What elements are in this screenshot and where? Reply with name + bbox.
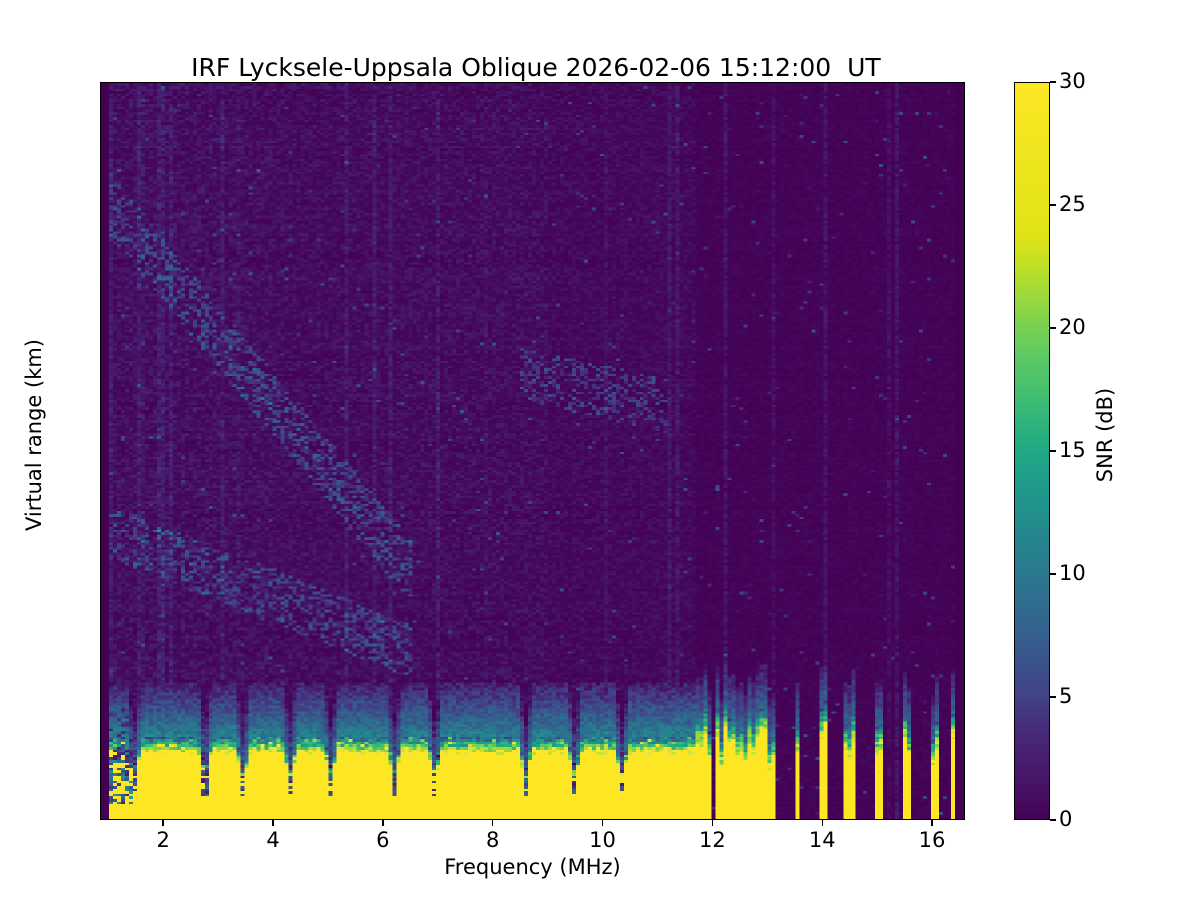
colorbar-tick-label: 5 xyxy=(1059,684,1072,708)
colorbar-tick-label: 20 xyxy=(1059,315,1086,339)
x-tick-mark xyxy=(822,820,823,826)
colorbar-tick-label: 30 xyxy=(1059,69,1086,93)
colorbar-tick-mark xyxy=(1050,819,1056,820)
colorbar-tick-mark xyxy=(1050,81,1056,82)
ionogram-figure: IRF Lycksele-Uppsala Oblique 2026-02-06 … xyxy=(0,0,1200,900)
colorbar-tick-mark xyxy=(1050,204,1056,205)
x-tick-label: 6 xyxy=(361,828,405,852)
x-tick-label: 4 xyxy=(251,828,295,852)
chart-title-line1: IRF Lycksele-Uppsala Oblique 2026-02-06 … xyxy=(191,53,881,82)
x-tick-label: 8 xyxy=(471,828,515,852)
x-tick-mark xyxy=(712,820,713,826)
x-tick-label: 16 xyxy=(910,828,954,852)
colorbar-tick-label: 0 xyxy=(1059,807,1072,831)
x-tick-label: 14 xyxy=(800,828,844,852)
ionogram-heatmap xyxy=(101,83,964,819)
x-tick-mark xyxy=(602,820,603,826)
colorbar-tick-label: 25 xyxy=(1059,192,1086,216)
colorbar-tick-label: 10 xyxy=(1059,561,1086,585)
colorbar-tick-mark xyxy=(1050,327,1056,328)
x-tick-mark xyxy=(382,820,383,826)
plot-area xyxy=(100,82,965,820)
x-tick-mark xyxy=(492,820,493,826)
x-tick-mark xyxy=(931,820,932,826)
x-axis-label: Frequency (MHz) xyxy=(100,855,965,879)
y-axis-label: Virtual range (km) xyxy=(22,335,46,535)
colorbar xyxy=(1014,82,1050,820)
x-tick-mark xyxy=(272,820,273,826)
colorbar-tick-label: 15 xyxy=(1059,438,1086,462)
colorbar-label: SNR (dB) xyxy=(1093,335,1117,535)
colorbar-tick-mark xyxy=(1050,696,1056,697)
colorbar-tick-mark xyxy=(1050,450,1056,451)
x-tick-label: 12 xyxy=(690,828,734,852)
heatmap-container xyxy=(101,83,964,819)
x-tick-label: 10 xyxy=(581,828,625,852)
x-tick-label: 2 xyxy=(141,828,185,852)
x-tick-mark xyxy=(162,820,163,826)
colorbar-tick-mark xyxy=(1050,573,1056,574)
